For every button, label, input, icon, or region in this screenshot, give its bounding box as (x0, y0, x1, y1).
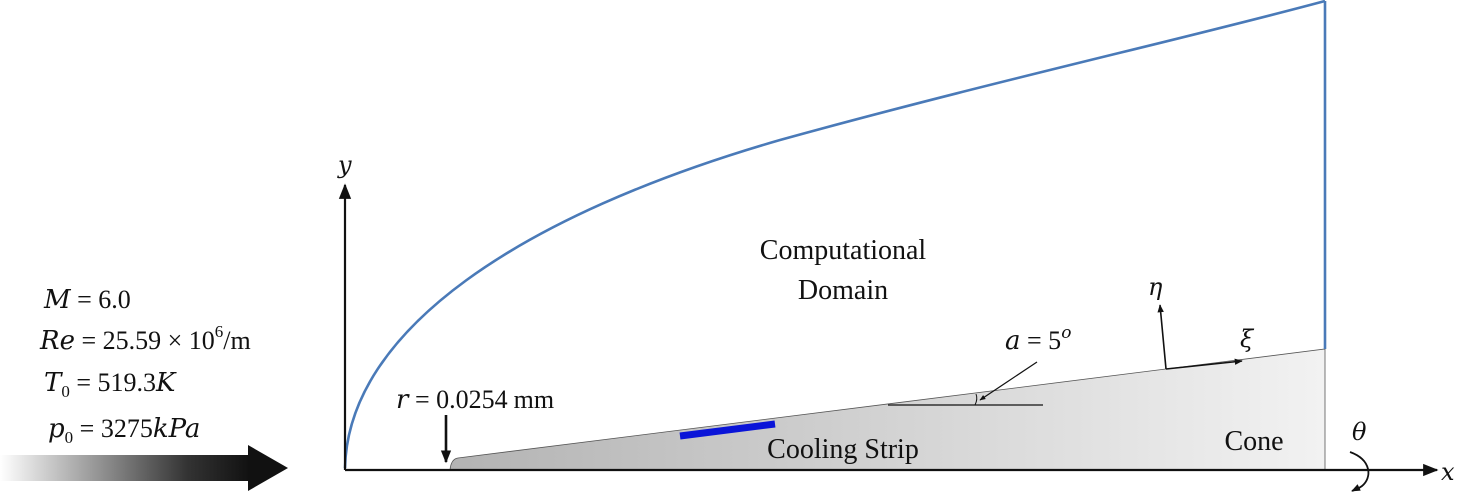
y-axis-label: y (337, 151, 352, 179)
half-angle-arc (974, 393, 978, 406)
freestream-arrow-shaft (0, 455, 250, 481)
eta-label: η (1148, 273, 1163, 301)
cone-label: Cone (1224, 426, 1283, 457)
half-angle-label: a = 5o (1005, 323, 1071, 356)
flow-conditions: M = 6.0 Re = 25.59 × 106/m T0 = 519.3K p… (39, 285, 251, 447)
stagnation-pressure: p0 = 3275kPa (48, 414, 200, 447)
eta-axis-arrow (1157, 304, 1167, 370)
nose-radius-label: r = 0.0254 mm (396, 385, 554, 415)
cooling-strip-label: Cooling Strip (767, 434, 919, 465)
xi-axis-arrow (1165, 358, 1243, 370)
xi-label: ξ (1240, 325, 1255, 353)
x-axis-label: x (1441, 458, 1455, 486)
reynolds-number: Re = 25.59 × 106/m (39, 322, 251, 356)
mach-number: M = 6.0 (43, 285, 131, 315)
stagnation-temperature: T0 = 519.3K (44, 368, 177, 401)
freestream-arrow-head (248, 445, 288, 491)
computational-domain-label-line1: Computational (760, 235, 927, 266)
computational-domain-label-line2: Domain (798, 275, 888, 306)
half-angle-leader (979, 361, 1038, 401)
domain-outer-boundary (343, 0, 1326, 469)
theta-rotation-arrow (1349, 451, 1370, 492)
cooling-strip-bar (679, 420, 776, 440)
theta-label: θ (1352, 418, 1367, 446)
